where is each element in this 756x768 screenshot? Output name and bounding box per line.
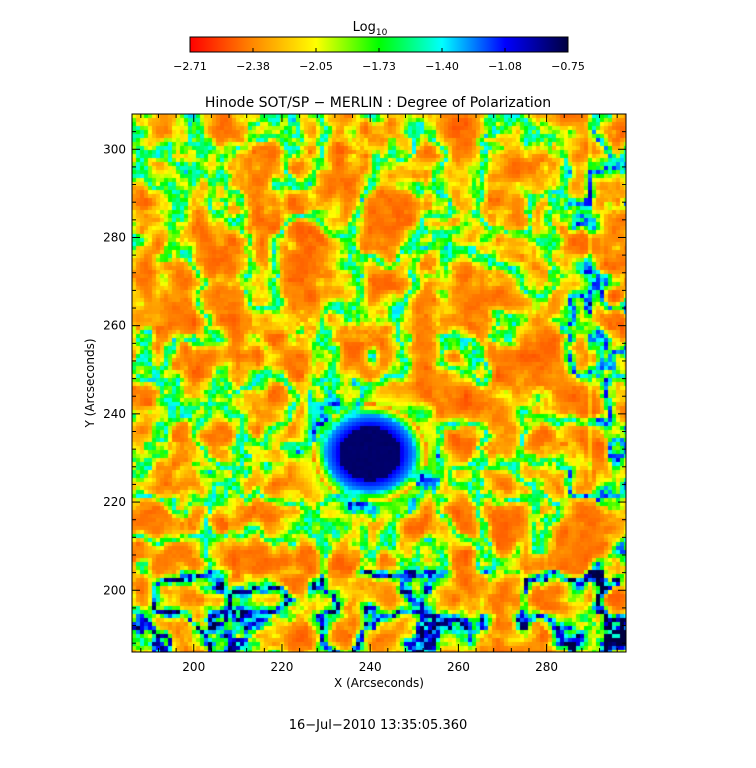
- x-tick-label: 200: [182, 660, 205, 674]
- x-axis: 200 220 240 260 280: [140, 114, 618, 674]
- x-tick-label: 240: [359, 660, 382, 674]
- timestamp: 16−Jul−2010 13:35:05.360: [289, 718, 468, 733]
- y-tick-label: 200: [103, 583, 126, 597]
- colorbar-tick-label: −1.73: [362, 60, 396, 73]
- colorbar: Log10 −2.71 −2.38 −2.05 −1.73 −1.40 −1.08 −0.7…: [173, 20, 585, 73]
- colorbar-tick-label: −2.71: [173, 60, 207, 73]
- colorbar-label-subscript: 10: [376, 28, 388, 38]
- y-axis-label: Y (Arcseconds): [83, 338, 97, 428]
- chart-title: Hinode SOT/SP − MERLIN : Degree of Polar…: [205, 95, 551, 111]
- y-tick-label: 300: [103, 142, 126, 156]
- x-tick-label: 220: [271, 660, 294, 674]
- x-tick-label: 280: [535, 660, 558, 674]
- colorbar-tick-label: −0.75: [551, 60, 585, 73]
- heatmap: [131, 113, 627, 653]
- y-tick-label: 240: [103, 407, 126, 421]
- colorbar-ticks: −2.71 −2.38 −2.05 −1.73 −1.40 −1.08 −0.75: [173, 48, 585, 73]
- x-axis-label: X (Arcseconds): [334, 676, 424, 690]
- colorbar-tick-label: −1.40: [425, 60, 459, 73]
- colorbar-tick-label: −2.38: [236, 60, 270, 73]
- y-tick-label: 260: [103, 319, 126, 333]
- y-axis: 200 220 240 260 280 300: [103, 113, 626, 644]
- y-tick-label: 280: [103, 230, 126, 244]
- plot-frame: [131, 113, 627, 653]
- heatmap-image: [132, 114, 626, 652]
- colorbar-label: Log10: [353, 20, 388, 38]
- y-tick-label: 220: [103, 495, 126, 509]
- colorbar-tick-label: −2.05: [299, 60, 333, 73]
- x-tick-label: 260: [447, 660, 470, 674]
- colorbar-tick-label: −1.08: [488, 60, 522, 73]
